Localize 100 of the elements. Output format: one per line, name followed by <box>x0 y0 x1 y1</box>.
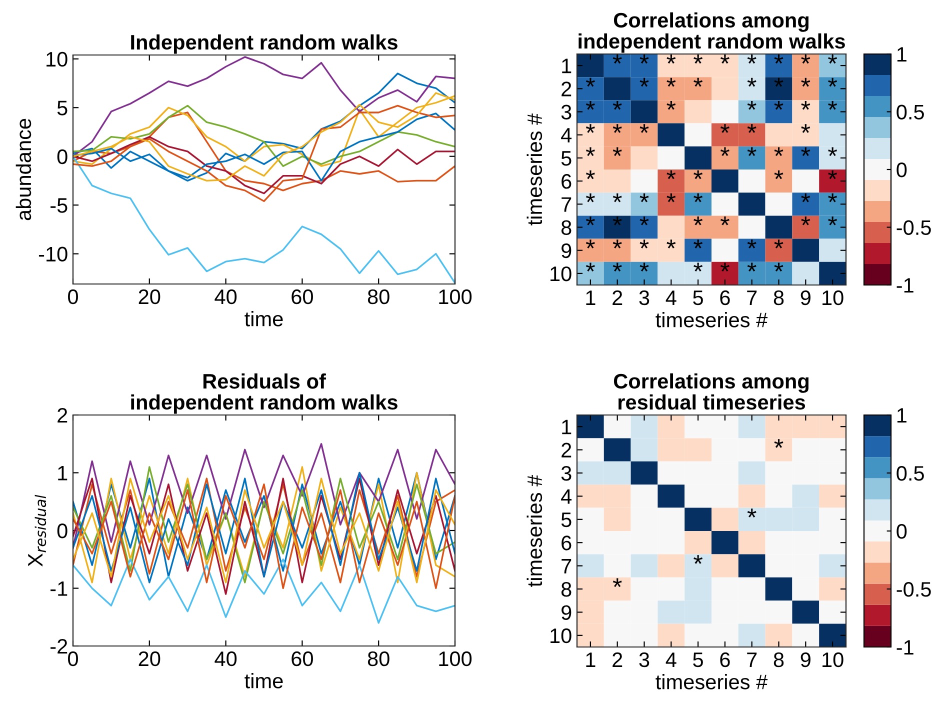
y-tick-label: 3 <box>561 466 572 481</box>
data-label: * <box>828 147 838 156</box>
y-tick-label: -1 <box>50 581 68 596</box>
data-label: * <box>640 240 649 248</box>
chart-title: Correlations among residual timeseries <box>614 373 809 410</box>
data-label: * <box>774 170 784 180</box>
y-tick-label: 10 <box>46 52 68 67</box>
y-tick-label: 1 <box>58 466 68 480</box>
data-label: * <box>801 78 810 87</box>
chart-title: Correlations among independent random walks <box>578 12 845 53</box>
x-tick-label: 10 <box>822 652 844 668</box>
x-tick-label: 5 <box>693 652 703 668</box>
y-axis-title: timeseries # <box>526 474 542 587</box>
data-label: * <box>694 240 703 248</box>
y-tick-label: 9 <box>562 243 572 258</box>
x-tick-label: 2 <box>612 652 622 667</box>
x-axis-title: timeseries # <box>656 674 768 690</box>
x-tick-label: 9 <box>800 290 810 306</box>
x-tick-label: 2 <box>612 290 622 305</box>
data-label: * <box>586 170 595 180</box>
x-tick-label: 60 <box>292 289 313 304</box>
data-label: * <box>666 240 676 248</box>
data-label: * <box>612 578 622 588</box>
y-tick-label: 5 <box>561 151 572 166</box>
x-tick-label: 10 <box>822 290 844 306</box>
x-tick-label: 8 <box>774 290 784 306</box>
chart-title: Independent random walks <box>131 34 398 54</box>
data-label: * <box>586 262 595 272</box>
y-tick-label: 8 <box>561 582 572 597</box>
data-label: * <box>640 124 649 133</box>
x-tick-label: 9 <box>800 652 810 668</box>
data-label: * <box>640 78 649 87</box>
data-label: * <box>828 101 838 110</box>
x-tick-label: 3 <box>639 652 650 668</box>
x-axis-title: time <box>244 311 283 326</box>
data-label: * <box>774 78 784 87</box>
y-axis-title: timeseries # <box>526 113 542 226</box>
x-tick-label: 80 <box>368 651 390 666</box>
y-tick-label: 2 <box>58 408 68 423</box>
y-tick-label: 7 <box>562 559 572 574</box>
data-label: * <box>720 124 730 133</box>
data-label: * <box>774 240 784 248</box>
x-tick-label: 100 <box>439 651 472 666</box>
y-tick-label: 2 <box>562 82 572 96</box>
data-label: * <box>612 193 622 202</box>
x-tick-label: 3 <box>639 290 650 306</box>
data-label: * <box>612 101 622 110</box>
x-tick-label: 80 <box>368 289 390 304</box>
x-axis-title: time <box>244 673 283 688</box>
y-tick-label: 3 <box>561 104 572 120</box>
color-bar-label: 0 <box>896 162 907 178</box>
y-tick-label: 8 <box>561 220 572 236</box>
x-tick-label: 7 <box>747 652 757 667</box>
y-tick-label: 9 <box>562 605 572 620</box>
y-tick-label: -10 <box>38 246 68 262</box>
x-tick-label: 8 <box>774 652 784 668</box>
x-tick-label: 40 <box>214 289 237 304</box>
data-label: * <box>694 78 703 87</box>
data-label: * <box>828 193 838 202</box>
y-tick-label: 6 <box>562 174 572 189</box>
data-label: * <box>774 439 784 448</box>
x-tick-label: 5 <box>693 290 703 306</box>
data-label: * <box>747 78 756 87</box>
data-label: * <box>828 216 838 226</box>
data-label: * <box>586 240 595 248</box>
data-label: * <box>612 124 622 133</box>
data-label: * <box>801 147 810 156</box>
y-tick-label: 10 <box>550 266 572 282</box>
y-tick-label: 7 <box>562 197 572 212</box>
data-label: * <box>694 170 703 180</box>
data-label: * <box>666 193 676 202</box>
data-label: * <box>801 101 810 110</box>
y-axis-title: abundance <box>16 118 32 220</box>
color-bar-label: -0.5 <box>896 220 931 236</box>
x-tick-label: 6 <box>720 290 730 306</box>
data-label: * <box>774 101 784 110</box>
data-label: * <box>801 193 810 202</box>
x-axis-title: timeseries # <box>656 312 768 328</box>
y-tick-label: 1 <box>562 58 572 74</box>
x-tick-label: 20 <box>138 289 160 304</box>
data-label: * <box>747 147 756 156</box>
color-bar-label: 1 <box>897 47 906 62</box>
data-label: * <box>586 124 595 133</box>
data-label: * <box>720 216 730 226</box>
data-label: * <box>747 262 756 272</box>
data-label: * <box>801 216 810 226</box>
y-tick-label: 2 <box>562 442 572 458</box>
x-tick-label: 4 <box>666 290 676 305</box>
data-label: * <box>666 78 676 87</box>
color-bar-label: -1 <box>896 640 914 655</box>
data-label: * <box>640 262 649 272</box>
x-tick-label: 6 <box>720 652 730 668</box>
x-tick-label: 40 <box>214 651 237 666</box>
x-tick-label: 1 <box>586 652 596 667</box>
x-tick-label: 7 <box>747 290 757 305</box>
y-axis-title: X$_{residual}$ <box>28 494 46 566</box>
data-label: * <box>747 240 756 248</box>
data-label: * <box>801 124 810 133</box>
data-label: * <box>586 216 595 226</box>
data-label: * <box>694 216 703 226</box>
